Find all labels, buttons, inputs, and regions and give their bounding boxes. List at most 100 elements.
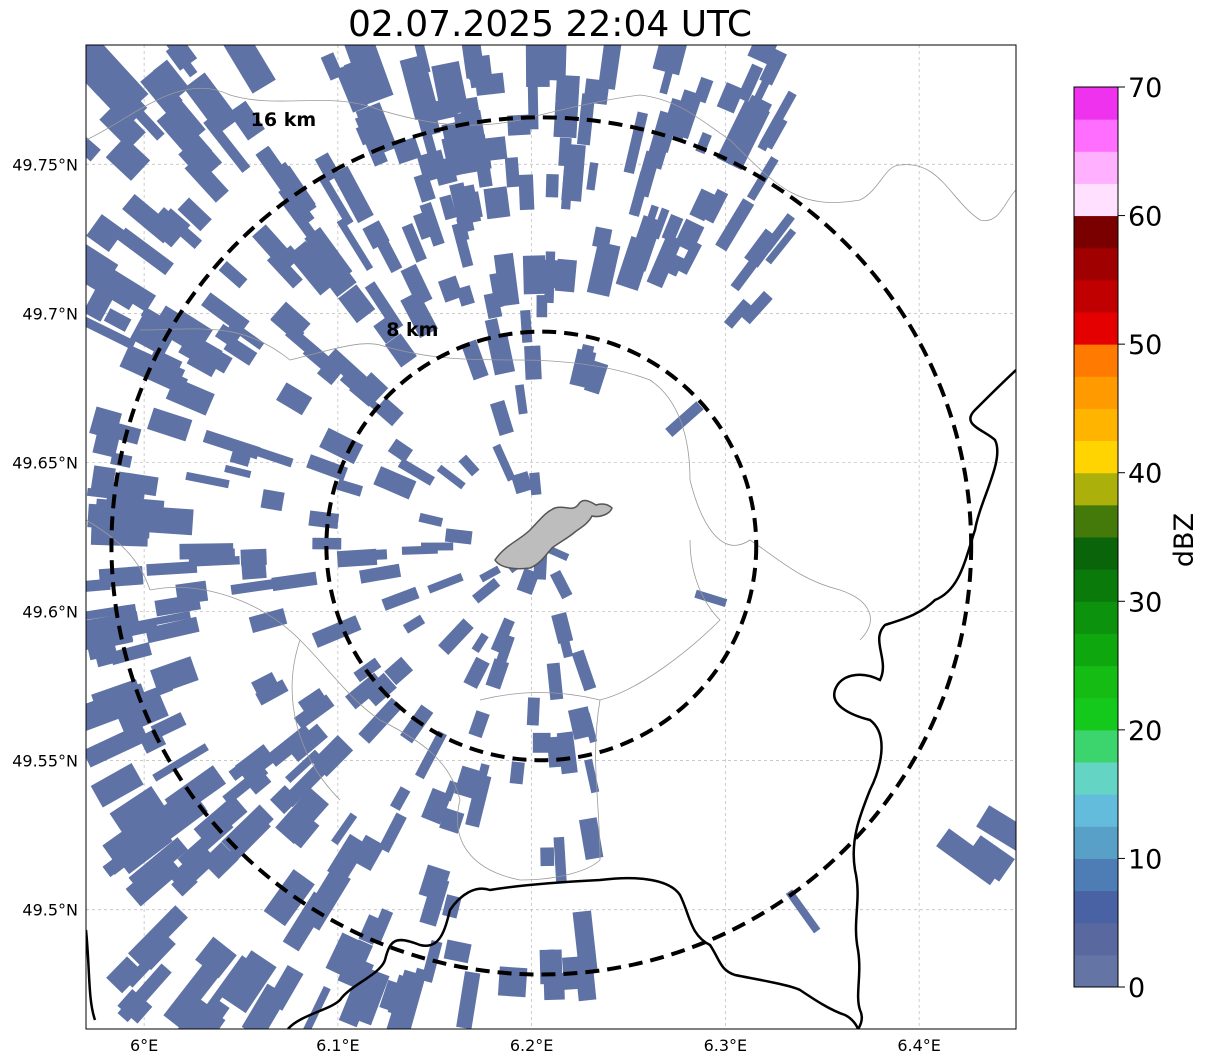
- radar-echo-cell: [400, 704, 434, 744]
- radar-echo-cell: [202, 429, 261, 460]
- radar-echo-cell: [275, 787, 329, 844]
- colorbar-segment: [1074, 858, 1118, 892]
- colorbar-segment: [1074, 408, 1118, 442]
- district-border-north: [86, 87, 1016, 221]
- radar-echo-cell: [520, 309, 533, 343]
- radar-echo-cell: [163, 794, 206, 833]
- radar-echo-cell: [651, 207, 670, 240]
- radar-echo-cell: [427, 572, 464, 594]
- radar-echo-cell: [300, 867, 351, 931]
- radar-echo-cell: [665, 401, 704, 438]
- radar-echo-cell: [638, 204, 659, 247]
- radar-echo-cell: [246, 444, 294, 468]
- radar-echo-cell: [419, 876, 450, 927]
- colorbar-segment: [1074, 569, 1118, 602]
- radar-echo-cell: [516, 567, 540, 596]
- radar-echo-cell: [490, 617, 515, 654]
- map-frame: [85, 44, 1017, 1030]
- radar-echo-cell: [461, 45, 480, 80]
- map-title: 02.07.2025 22:04 UTC: [347, 4, 753, 45]
- range-rings: 8 km 16 km: [109, 109, 974, 977]
- radar-echo-cell: [470, 763, 490, 807]
- radar-echo-cell: [317, 173, 354, 226]
- radar-echo-cell: [586, 241, 621, 297]
- radar-echo-cell: [586, 162, 599, 191]
- radar-echo-cell: [381, 586, 420, 611]
- radar-echo-cell: [133, 498, 165, 525]
- radar-echo-cell: [413, 45, 431, 74]
- radar-echo-cell: [153, 59, 190, 100]
- radar-echo-cell: [561, 169, 573, 210]
- colorbar-tick-label: 30: [1128, 587, 1162, 618]
- radar-echo-cell: [224, 464, 252, 479]
- radar-echo-cell: [320, 52, 344, 81]
- radar-echo-cell: [218, 261, 248, 289]
- radar-echo-cell: [266, 251, 303, 289]
- radar-echo-cell: [524, 345, 542, 380]
- lon-tick-label: 6.2°E: [510, 1036, 554, 1055]
- radar-echo-cell: [312, 537, 342, 550]
- colorbar-tick-label: 10: [1128, 844, 1162, 875]
- radar-echo-cell: [489, 273, 504, 308]
- radar-echo-cell: [759, 48, 788, 86]
- radar-echo-cell: [117, 988, 153, 1024]
- radar-echo-cell: [86, 313, 136, 350]
- colorbar-segment: [1074, 215, 1118, 249]
- radar-echo-cell: [206, 955, 249, 1010]
- colorbar-segment: [1074, 279, 1118, 313]
- radar-echo-cell: [451, 222, 474, 268]
- radar-echo-cell: [375, 236, 403, 274]
- colorbar-segment: [1074, 472, 1118, 506]
- radar-echo-cell: [103, 308, 132, 332]
- colorbar-segment: [1074, 247, 1118, 281]
- radar-echo-cell: [91, 679, 142, 710]
- radar-echo-cell: [392, 136, 422, 165]
- radar-echo-cell: [401, 979, 422, 1008]
- radar-echo-cell: [201, 292, 250, 335]
- radar-echo-cell: [140, 306, 185, 339]
- radar-echo-cell: [359, 563, 402, 584]
- radar-echo-cell: [631, 158, 655, 217]
- radar-echo-cell: [737, 63, 764, 103]
- radar-echo-cell: [355, 102, 398, 157]
- radar-echo-cell: [331, 165, 374, 224]
- radar-echo-cell: [715, 198, 755, 252]
- radar-echo-cell: [99, 102, 146, 150]
- radar-echo-cell: [335, 63, 369, 113]
- border-luxembourg-germany: [833, 369, 1016, 1029]
- radar-echo-cell: [438, 618, 474, 655]
- radar-echo-cell: [163, 958, 224, 1028]
- city-outline: [494, 499, 613, 570]
- radar-echo-cell: [311, 735, 354, 777]
- colorbar-tick-label: 40: [1128, 459, 1162, 490]
- radar-echo-cell: [592, 226, 613, 249]
- radar-echo-cell: [572, 910, 598, 973]
- radar-echo-cell: [438, 275, 463, 303]
- radar-echo-cell: [747, 45, 778, 65]
- radar-echo-cell: [86, 578, 111, 593]
- radar-echo-cell: [306, 454, 349, 481]
- radar-echo-cell: [518, 174, 535, 211]
- radar-echo-cell: [214, 323, 241, 348]
- radar-echo-cell: [86, 259, 139, 311]
- radar-echo-cell: [175, 580, 209, 605]
- radar-echo-cell: [599, 45, 625, 90]
- radar-echo-cell: [492, 634, 515, 676]
- lat-tick-label: 49.6°N: [22, 603, 78, 622]
- radar-echo-cell: [418, 512, 444, 527]
- radar-echo-cell: [421, 787, 452, 825]
- border-luxembourg-france: [86, 876, 860, 1029]
- radar-echo-cell: [583, 360, 609, 395]
- radar-echo-cell: [106, 956, 143, 994]
- lon-tick-label: 6.4°E: [897, 1036, 941, 1055]
- radar-echo-cell: [479, 565, 501, 583]
- colorbar-segment: [1074, 633, 1118, 667]
- colorbar-frame: [1073, 86, 1119, 988]
- radar-echo-cell: [327, 833, 369, 883]
- colorbar-tick-label: 0: [1128, 973, 1145, 1004]
- radar-echo-cell: [86, 723, 149, 768]
- radar-echo-cell: [345, 672, 385, 710]
- radar-echo-cell: [416, 149, 449, 183]
- radar-echo-cell: [397, 458, 435, 486]
